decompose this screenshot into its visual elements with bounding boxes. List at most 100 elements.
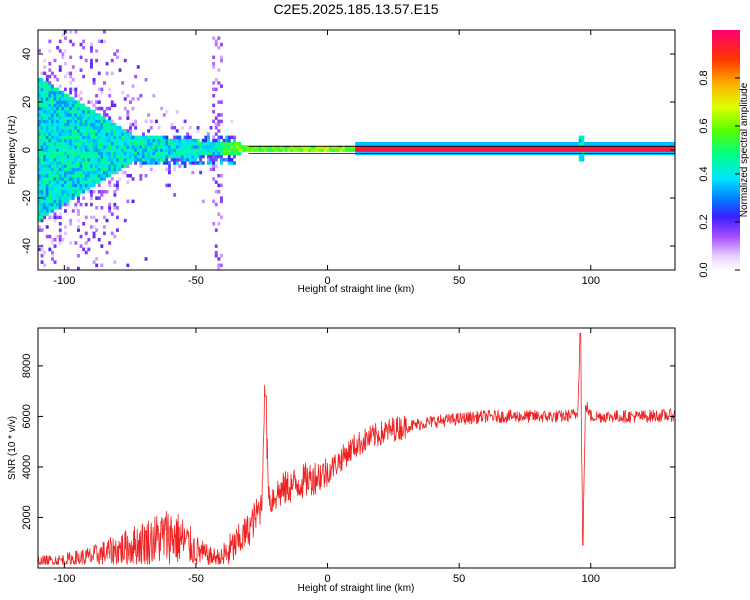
spectrogram-cell	[103, 132, 106, 136]
spectrogram-cell	[40, 87, 44, 92]
spectrogram-cell	[40, 193, 44, 197]
spectrogram-cell	[142, 154, 145, 159]
spectrogram-cell	[53, 215, 57, 220]
spectrogram-cell	[66, 119, 70, 124]
spectrogram-cell	[45, 110, 49, 114]
spectrogram-cell	[64, 132, 67, 136]
spectrogram-cell	[116, 142, 119, 146]
spectrogram-cell	[74, 106, 78, 111]
spectrogram-cell	[134, 138, 138, 143]
spectrogram-cell	[103, 148, 106, 152]
spectrogram-cell	[175, 145, 179, 149]
spectrogram-cell	[56, 116, 60, 120]
spectrogram-cell	[95, 116, 99, 120]
spectrogram-cell	[38, 190, 41, 194]
spectrogram-cell	[503, 142, 507, 146]
spectrogram-cell	[82, 142, 86, 146]
spectrogram-cell	[95, 218, 99, 223]
spectrogram-cell	[69, 74, 73, 79]
spectrogram-cell	[560, 145, 564, 149]
spectrogram-cell	[597, 142, 600, 146]
spectrogram-cell	[118, 138, 122, 143]
spectrogram-cell	[77, 186, 80, 191]
spectrogram-cell	[220, 42, 223, 47]
spectrogram-cell	[38, 174, 41, 178]
spectrogram-cell	[209, 145, 213, 149]
spectrogram-cell	[220, 154, 223, 159]
spectrogram-cell	[51, 241, 54, 245]
spectrogram-cell	[45, 106, 49, 111]
spectrogram-cell	[69, 110, 73, 114]
spectrogram-cell	[152, 158, 156, 162]
spectrogram-cell	[139, 138, 143, 143]
spectrogram-cell	[38, 145, 41, 149]
spectrogram-cell	[87, 247, 91, 252]
spectrogram-cell	[207, 151, 210, 156]
spectrogram-cell	[121, 145, 125, 149]
spectrogram-cell	[227, 142, 231, 146]
spectrogram-cell	[90, 132, 93, 136]
spectrogram-cell	[110, 135, 114, 140]
spectrogram-cell	[79, 158, 83, 162]
spectrogram-cell	[38, 215, 41, 220]
spectrogram-cell	[90, 154, 93, 159]
spectrogram-cell	[464, 145, 468, 149]
spectrogram-cell	[243, 145, 247, 149]
spectrogram-cell	[209, 158, 213, 162]
spectrogram-cell	[508, 145, 512, 149]
spectrogram-cell	[61, 90, 65, 95]
spectrogram-cell	[170, 122, 174, 127]
spectrogram-cell	[97, 129, 101, 133]
spectrogram-cell	[53, 154, 57, 159]
spectrogram-cell	[82, 151, 86, 156]
spectrogram-cell	[51, 106, 54, 111]
spectrogram-cell	[51, 113, 54, 117]
spectrogram-cell	[38, 142, 41, 146]
spectrogram-cell	[571, 145, 574, 149]
spectrogram-cell	[217, 263, 221, 268]
spectrogram-cell	[56, 132, 60, 136]
spectrogram-cell	[391, 148, 395, 152]
spectrogram-cell	[71, 174, 75, 178]
spectrogram-cell	[222, 145, 226, 149]
spectrogram-cell	[51, 71, 54, 76]
spectrogram-cell	[144, 158, 148, 162]
spectrogram-cell	[66, 145, 70, 149]
spectrogram-cell	[48, 49, 52, 53]
spectrogram-cell	[220, 215, 223, 220]
spectrogram-cell	[305, 148, 309, 152]
spectrogram-cell	[643, 145, 647, 149]
spectrogram-cell	[412, 148, 416, 152]
spectrogram-cell	[394, 148, 398, 152]
spectrogram-cell	[51, 202, 54, 207]
spectrogram-cell	[191, 151, 195, 156]
spectrogram-cell	[147, 113, 151, 117]
spectrogram-cell	[95, 129, 99, 133]
spectrogram-cell	[77, 129, 80, 133]
spectrogram-cell	[53, 110, 57, 114]
spectrogram-cell	[162, 154, 166, 159]
spectrogram-cell	[212, 145, 216, 149]
spectrogram-cell	[526, 142, 530, 146]
spectrogram-cell	[53, 190, 57, 194]
spectrogram-cell	[212, 119, 216, 124]
spectrogram-cell	[40, 90, 44, 95]
spectrogram-cell	[183, 154, 187, 159]
spectrogram-cell	[48, 116, 52, 120]
spectrogram-cell	[105, 170, 109, 175]
spectrogram-cell	[53, 145, 57, 149]
spectrogram-cell	[459, 142, 463, 146]
spectrogram-cell	[51, 161, 54, 165]
spectrogram-cell	[500, 145, 504, 149]
spectrogram-cell	[48, 39, 52, 44]
spectrogram-cell	[191, 138, 195, 143]
spectrogram-cell	[183, 142, 187, 146]
spectrogram-cell	[399, 148, 403, 152]
spectrogram-cell	[97, 39, 101, 44]
spectrogram-cell	[43, 119, 47, 124]
spectrogram-cell	[134, 145, 138, 149]
spectrogram-cell	[97, 154, 101, 159]
spectrogram-cell	[84, 119, 88, 124]
spectrogram-cell	[71, 164, 75, 168]
